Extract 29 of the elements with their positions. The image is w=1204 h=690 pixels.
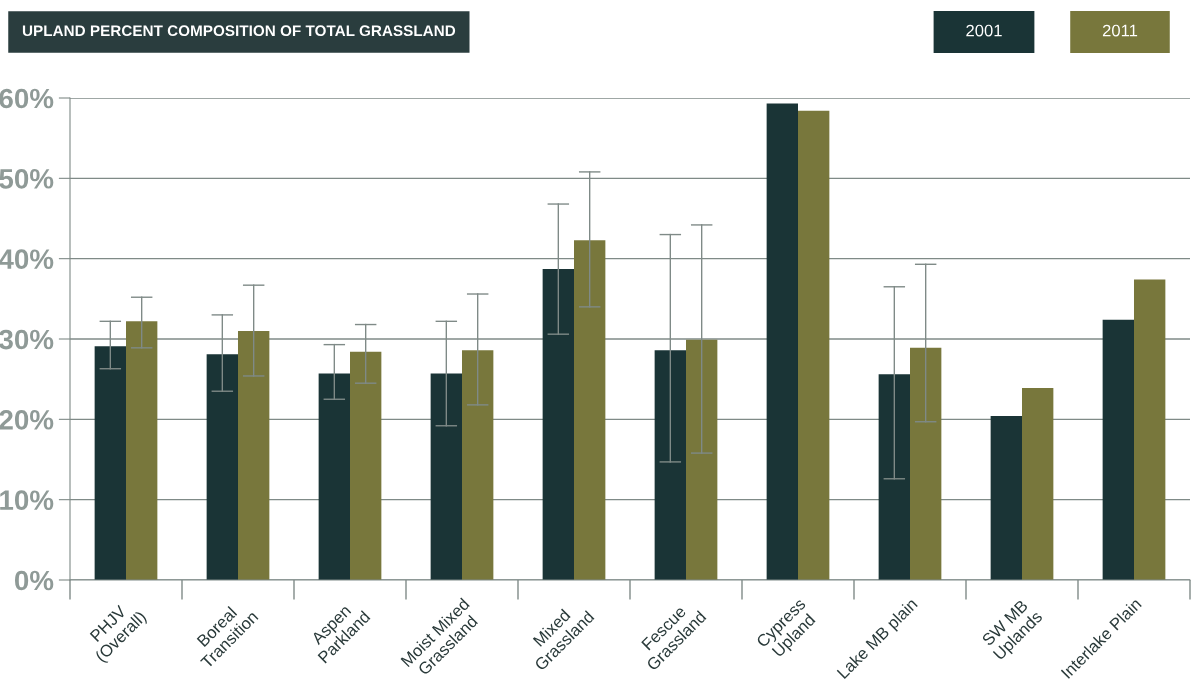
bar [798, 110, 830, 580]
bar [94, 346, 126, 580]
bar [1134, 279, 1166, 580]
y-tick-label: 30% [0, 329, 54, 350]
bar [686, 339, 718, 580]
bar [654, 350, 686, 580]
chart-title: UPLAND PERCENT COMPOSITION OF TOTAL GRASSLAND [22, 25, 456, 37]
bar [126, 321, 158, 580]
text: 2001 [966, 24, 1002, 37]
bar [206, 354, 238, 580]
y-tick-label: 60% [0, 88, 54, 109]
bar [542, 269, 574, 580]
y-tick-label: 0% [14, 570, 54, 591]
bar [462, 350, 494, 580]
bar [574, 240, 606, 580]
bar [318, 373, 350, 580]
bar [1022, 388, 1054, 580]
bar [910, 347, 942, 580]
bar [350, 351, 382, 580]
bar [238, 330, 270, 580]
bar [766, 103, 798, 580]
y-tick-label: 10% [0, 490, 54, 511]
y-tick-label: 50% [0, 169, 54, 189]
bar [878, 374, 910, 580]
text: 2011 [1102, 24, 1138, 37]
bar [430, 373, 462, 580]
bar [990, 416, 1022, 580]
bar [1102, 319, 1134, 580]
y-tick-label: 20% [0, 410, 54, 430]
